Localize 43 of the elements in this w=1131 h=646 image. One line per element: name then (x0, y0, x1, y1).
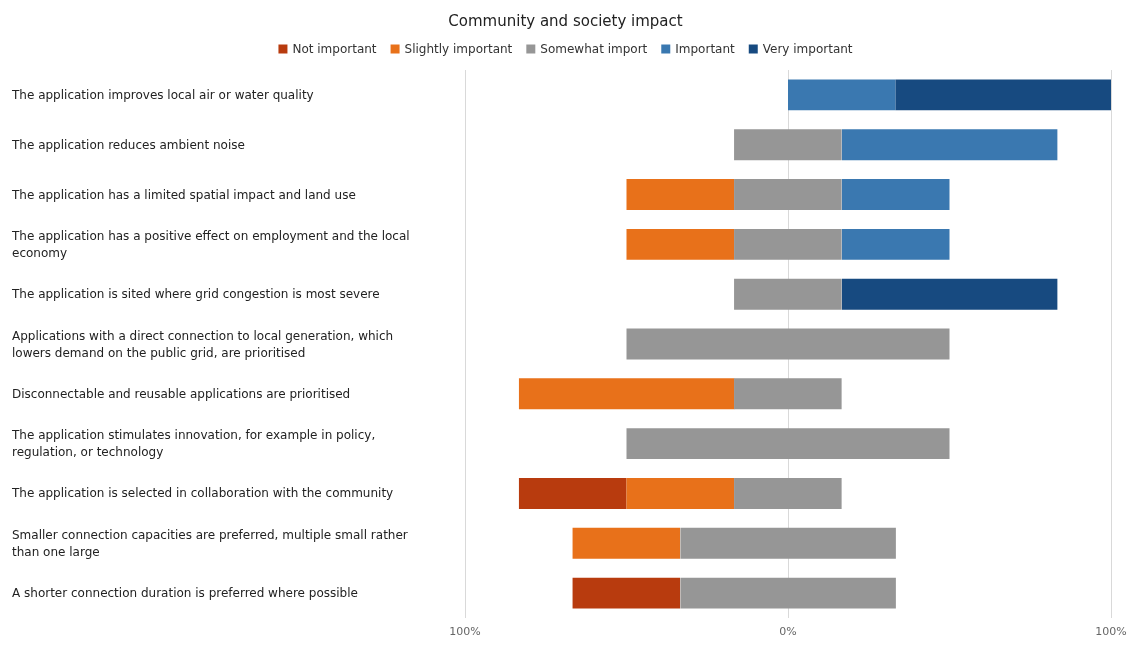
bar (626, 478, 735, 509)
y-tick-label: A shorter connection duration is preferred where possible (12, 586, 358, 601)
bar (680, 527, 896, 559)
bar (734, 228, 842, 260)
bar (626, 328, 950, 360)
bar (734, 478, 842, 509)
bar (734, 129, 842, 161)
y-tick-label: The application improves local air or water quality (11, 87, 314, 102)
y-tick-label: The application is sited where grid congestion is most severe (11, 287, 380, 302)
bar (680, 577, 896, 609)
bar (518, 378, 735, 410)
legend-label: Important (675, 42, 736, 56)
bar (841, 179, 950, 210)
bar (841, 278, 1058, 310)
chart-title: Community and society impact (448, 11, 683, 30)
bar (518, 478, 627, 509)
bar (734, 378, 842, 410)
legend-label: Not important (292, 42, 377, 56)
y-tick-label: Applications with a direct connection to local generation, which lowers demand on the public grid, are prioritised (12, 328, 397, 360)
y-tick-label: Disconnectable and reusable applications are prioritised (12, 386, 351, 401)
bar (572, 577, 681, 609)
legend-label: Very important (762, 42, 853, 56)
x-tick-label: 100% (1095, 625, 1127, 638)
y-tick-label: Smaller connection capacities are preferred, multiple small rather than one large (12, 527, 412, 559)
y-tick-label: The application stimulates innovation, for example in policy, regulation, or technology (11, 428, 380, 460)
x-tick-label: 0% (779, 625, 797, 638)
bar (895, 79, 1111, 111)
y-tick-label: The application reduces ambient noise (11, 137, 245, 152)
y-tick-label: The application has a positive effect on employment and the local economy (11, 228, 414, 260)
legend-label: Somewhat import (540, 42, 648, 56)
bar (572, 527, 681, 559)
bar (734, 278, 842, 310)
legend-label: Slightly important (404, 42, 513, 56)
bar (788, 79, 896, 111)
y-tick-label: The application is selected in collaboration with the community (11, 486, 394, 501)
bar (626, 228, 735, 260)
bar (841, 228, 950, 260)
bar (626, 428, 950, 460)
y-tick-label: The application has a limited spatial impact and land use (11, 187, 356, 202)
bar (841, 129, 1058, 161)
bar (626, 179, 735, 210)
x-tick-label: 100% (449, 625, 481, 638)
bar (734, 179, 842, 210)
